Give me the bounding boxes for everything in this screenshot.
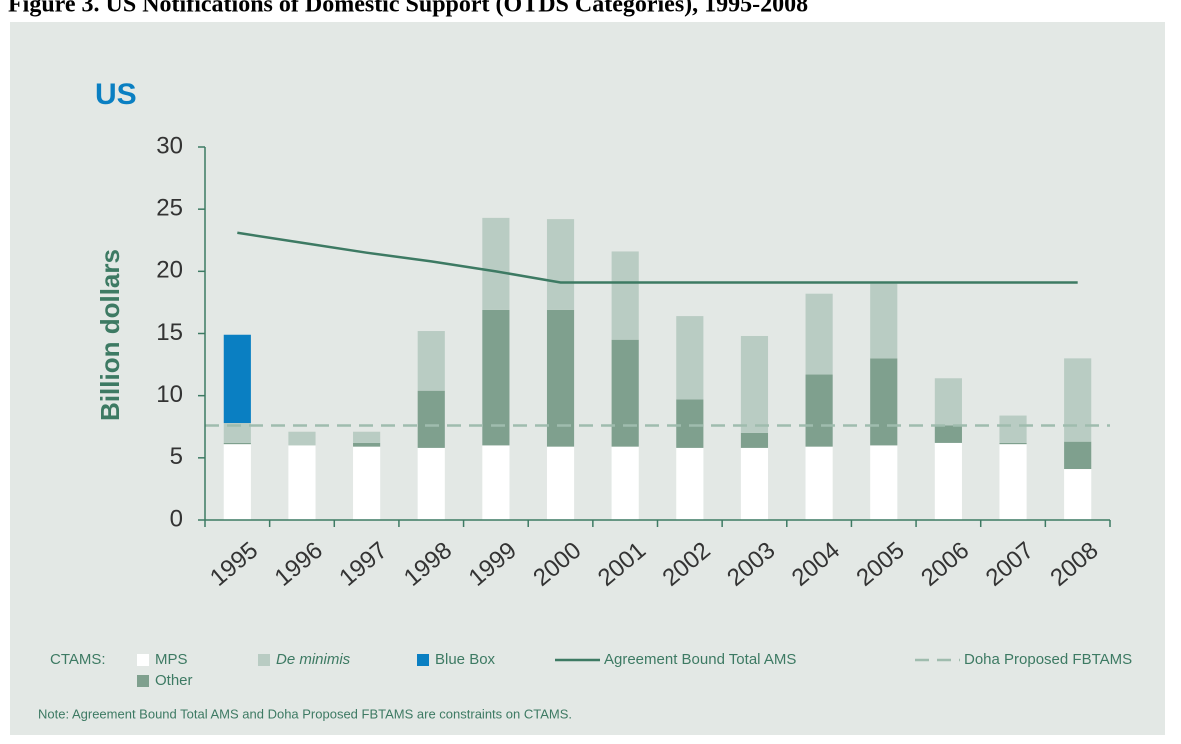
legend-label: Other	[155, 672, 193, 689]
bar-segment	[417, 331, 445, 391]
bar-segment	[805, 446, 833, 520]
legend-swatch	[137, 654, 149, 666]
legend-label: MPS	[155, 651, 188, 668]
bar-segment	[999, 415, 1027, 443]
bar-segment	[934, 425, 962, 443]
y-tick-label: 0	[170, 505, 183, 532]
bar-segment	[740, 335, 769, 433]
legend-swatch	[137, 675, 149, 687]
bar-segment	[353, 431, 381, 443]
y-tick-label: 25	[156, 195, 183, 222]
bar-segment	[740, 432, 769, 448]
bar-segment	[1064, 358, 1092, 442]
note: Note: Agreement Bound Total AMS and Doha…	[38, 706, 572, 721]
legend-label: Doha Proposed FBTAMS	[964, 651, 1132, 668]
bar-segment	[482, 309, 510, 446]
legend-label: Agreement Bound Total AMS	[604, 651, 796, 668]
bar-segment	[546, 219, 575, 310]
legend-label: De minimis	[276, 651, 351, 668]
bar-segment	[611, 446, 639, 520]
y-tick-label: 20	[156, 257, 183, 284]
legend-prefix: CTAMS:	[50, 651, 106, 668]
bar-segment	[870, 358, 898, 446]
y-tick-label: 15	[156, 319, 183, 346]
bound-line	[237, 231, 1078, 284]
bar-segment	[676, 447, 704, 520]
bar-segment	[999, 444, 1027, 520]
bar-segment	[353, 446, 381, 520]
bar-segment	[934, 442, 962, 520]
panel	[10, 22, 1165, 735]
bar-segment	[223, 334, 251, 424]
bar-segment	[223, 442, 251, 445]
bar-segment	[482, 217, 510, 310]
bar-segment	[740, 447, 769, 520]
y-tick-label: 10	[156, 381, 183, 408]
legend-swatch	[417, 654, 429, 666]
bar-segment	[288, 445, 316, 520]
bar-segment	[417, 390, 445, 448]
bar-segment	[611, 251, 639, 340]
bar-segment	[353, 442, 381, 447]
bar-segment	[676, 316, 704, 400]
bar-segment	[805, 293, 833, 375]
panel-label: US	[95, 78, 137, 111]
bar-segment	[934, 378, 962, 426]
bar-segment	[546, 309, 575, 447]
chart-title: Figure 3. US Notifications of Domestic S…	[8, 0, 808, 18]
bar-segment	[482, 445, 510, 520]
bar-segment	[417, 447, 445, 520]
legend-swatch	[258, 654, 270, 666]
bar-segment	[805, 374, 833, 447]
bar-segment	[870, 445, 898, 520]
legend-label: Blue Box	[435, 651, 496, 668]
bar-segment	[676, 399, 704, 448]
bar-segment	[223, 444, 251, 520]
bar-segment	[870, 283, 898, 359]
y-axis-label: Billion dollars	[95, 249, 125, 421]
bar-segment	[611, 339, 639, 447]
bar-segment	[1064, 469, 1092, 520]
y-tick-label: 30	[156, 132, 183, 159]
bar-segment	[546, 446, 575, 520]
bar-segment	[1064, 441, 1092, 470]
bar-segment	[223, 423, 251, 443]
bar-segment	[288, 431, 316, 446]
y-tick-label: 5	[170, 443, 183, 470]
bar-segment	[999, 442, 1027, 445]
